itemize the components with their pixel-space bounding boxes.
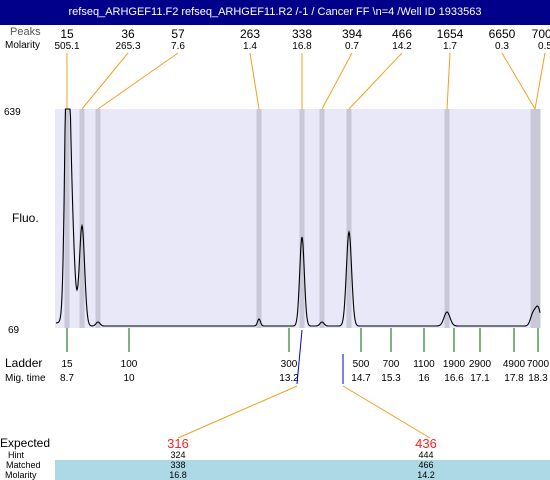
peak-band-9 — [535, 109, 541, 328]
peak-size-label: 57 — [171, 27, 185, 41]
mig-time-row-label: Mig. time — [5, 373, 46, 384]
hint-row-label: Hint — [8, 450, 25, 460]
ladder-time-label: 17.1 — [470, 373, 490, 384]
peak-size-label: 15 — [60, 27, 74, 41]
ladder-time-label: 18.3 — [528, 373, 548, 384]
peak-band-0 — [64, 109, 70, 328]
peak-size-label: 1654 — [437, 27, 464, 41]
ladder-size-label: 7000 — [527, 359, 550, 370]
chart-title: refseq_ARHGEF11.F2 refseq_ARHGEF11.R2 /-… — [0, 0, 550, 25]
peak-band-8 — [530, 109, 536, 328]
peak-band-2 — [95, 109, 101, 328]
ladder-size-label: 100 — [121, 359, 138, 370]
y-min-label: 69 — [8, 325, 20, 336]
ladder-size-label: 15 — [61, 359, 73, 370]
plot-area — [55, 109, 540, 328]
molarity-value: 14.2 — [417, 470, 435, 480]
peak-molarity-label: 0.7 — [345, 41, 359, 52]
ladder-size-label: 4900 — [503, 359, 526, 370]
expected-marker-line — [296, 329, 303, 385]
peak-molarity-label: 7.6 — [171, 41, 185, 52]
peak-molarity-label: 0.5 — [538, 41, 550, 52]
ladder-markers: 15 8.7 100 10 300 13.2 500 14.7 700 15.3 1100 16 190… — [60, 328, 550, 384]
peak-molarity-label: 1.7 — [443, 41, 457, 52]
molarity-value: 16.8 — [169, 470, 187, 480]
ladder-time-label: 8.7 — [60, 373, 74, 384]
peak-band-5 — [319, 109, 325, 328]
peak-molarity-label: 1.4 — [243, 41, 257, 52]
ladder-size-label: 1100 — [413, 359, 435, 370]
expected-value: 316 — [167, 436, 189, 451]
ladder-time-label: 17.8 — [504, 373, 524, 384]
peak-size-label: 263 — [240, 27, 260, 41]
peak-size-label: 338 — [292, 27, 312, 41]
peak-molarity-label: 14.2 — [392, 41, 412, 52]
peak-band-1 — [79, 109, 85, 328]
peak-connector-line — [534, 52, 546, 110]
peak-size-label: 394 — [342, 27, 362, 41]
expected-row-label: Expected — [0, 436, 50, 450]
peak-size-label: 36 — [121, 27, 135, 41]
peak-connectors — [66, 52, 546, 110]
hint-value: 444 — [418, 450, 433, 460]
matched-row-label: Matched — [6, 460, 41, 470]
ladder-row-label: Ladder — [5, 356, 42, 370]
ladder-time-label: 16.6 — [444, 373, 464, 384]
fluo-axis-label: Fluo. — [12, 211, 39, 225]
peaks-row-label: Peaks — [10, 26, 41, 38]
peak-connector-line — [321, 52, 353, 110]
matched-value: 338 — [170, 460, 185, 470]
matched-value: 466 — [418, 460, 433, 470]
molarity-row-label: Molarity — [5, 40, 40, 51]
peak-molarity-label: 505.1 — [54, 41, 79, 52]
peak-band-7 — [444, 109, 450, 328]
expected-value: 436 — [415, 436, 437, 451]
peak-connector-line — [81, 52, 129, 110]
peak-band-3 — [256, 109, 262, 328]
peak-bands — [64, 109, 541, 328]
ladder-time-label: 10 — [123, 373, 135, 384]
peak-connector-line — [348, 52, 403, 110]
peak-connector-line — [446, 52, 451, 110]
fluorescence-trace — [56, 108, 541, 327]
ladder-size-label: 1900 — [443, 359, 466, 370]
peak-connector-line — [97, 52, 179, 110]
expected-connectors — [177, 329, 431, 439]
ladder-size-label: 500 — [353, 359, 370, 370]
ladder-size-label: 700 — [383, 359, 400, 370]
y-max-label: 639 — [4, 107, 21, 118]
ladder-size-label: 2900 — [469, 359, 492, 370]
molarity-bottom-row-label: Molarity — [5, 470, 37, 480]
hint-value: 324 — [170, 450, 185, 460]
ladder-time-label: 14.7 — [351, 373, 371, 384]
peak-size-label: 466 — [392, 27, 412, 41]
peak-molarity-label: 265.3 — [115, 41, 140, 52]
ladder-time-label: 16 — [418, 373, 430, 384]
ladder-time-label: 13.2 — [279, 373, 299, 384]
ladder-size-label: 300 — [281, 359, 298, 370]
ladder-time-label: 15.3 — [381, 373, 401, 384]
expected-connector-line — [342, 385, 431, 439]
peak-band-6 — [346, 109, 352, 328]
peak-size-label: 7000 — [532, 27, 550, 41]
peak-band-4 — [299, 109, 305, 328]
expected-connector-line — [177, 385, 298, 439]
matched-row-bg — [55, 460, 550, 480]
peak-size-label: 6650 — [489, 27, 516, 41]
peak-molarity-label: 16.8 — [292, 41, 312, 52]
peak-connector-line — [501, 52, 536, 110]
peak-molarity-label: 0.3 — [495, 41, 509, 52]
peak-connector-line — [249, 52, 260, 110]
